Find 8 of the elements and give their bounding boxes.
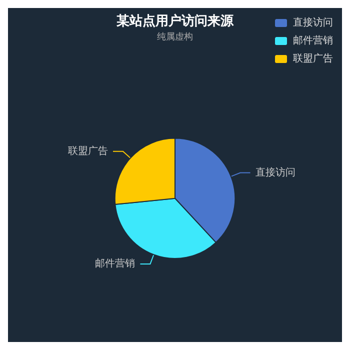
text: 纯属虚构 [157,32,193,42]
chart-title: 某站点用户访问来源 [116,13,234,29]
legend-label: 邮件营销 [293,34,333,46]
legend-label: 直接访问 [293,16,333,28]
slice-label: 邮件营销 [95,257,136,270]
legend-label: 联盟广告 [293,52,333,64]
slice-label: 直接访问 [255,166,296,178]
slice-label: 联盟广告 [68,144,108,157]
